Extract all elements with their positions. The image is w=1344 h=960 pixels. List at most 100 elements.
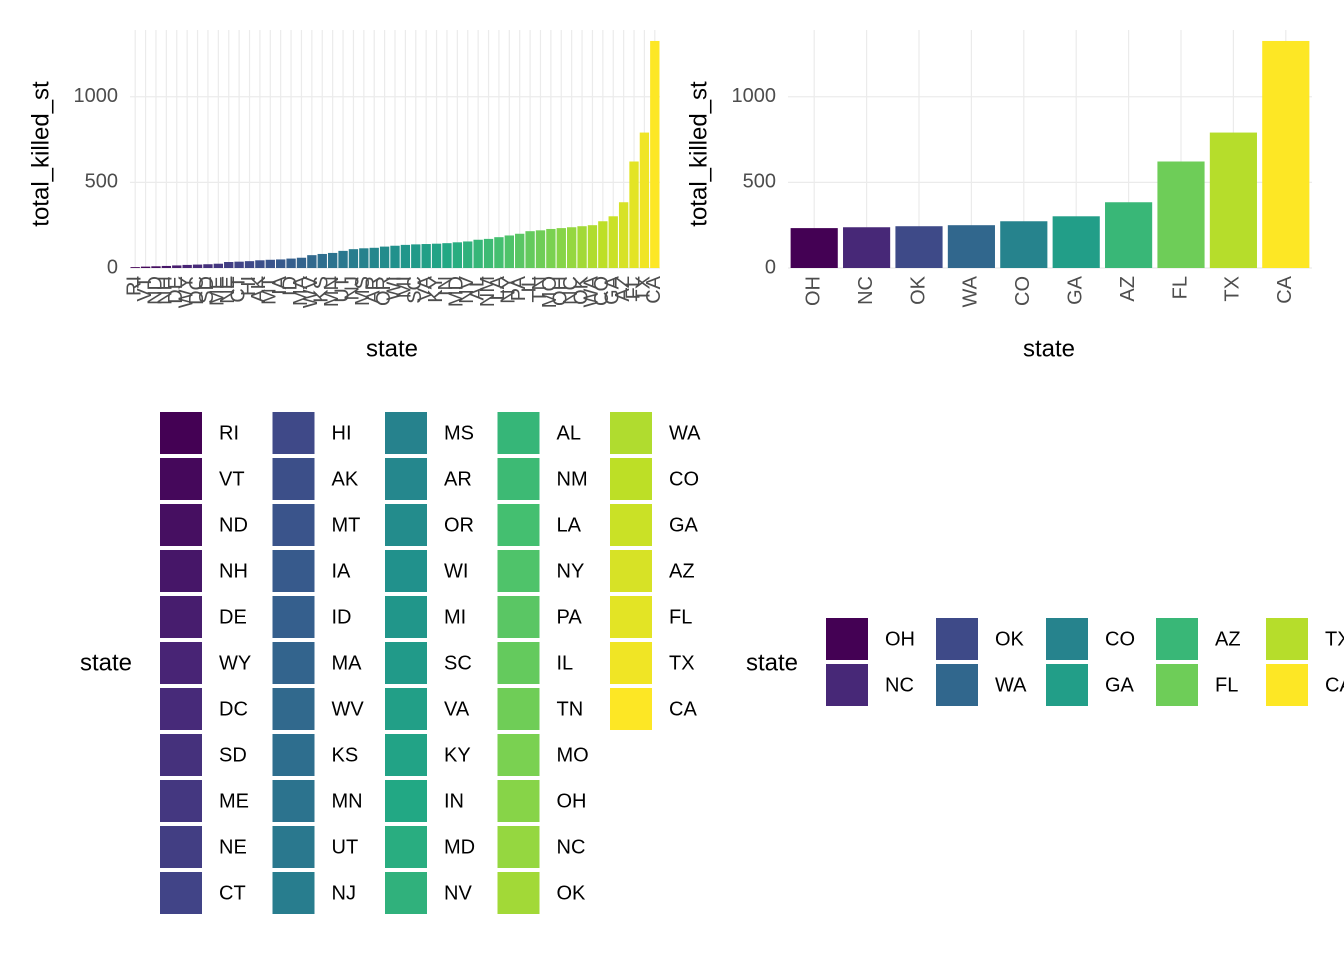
legend-key [385,458,427,500]
legend-key [497,596,540,638]
bar [566,227,577,268]
bar [650,40,660,268]
bar [400,244,411,268]
legend-key [497,826,540,868]
legend-label: MS [444,422,474,444]
bar [369,247,379,268]
legend-label: NV [444,882,472,904]
bar [1209,132,1257,268]
y-tick-label: 500 [743,171,776,193]
legend-label: IL [557,652,574,674]
bar [1105,202,1153,268]
legend-key [610,642,652,684]
legend-key [385,734,427,776]
legend-key [160,550,202,592]
bar [515,233,525,268]
legend-label: KS [332,744,359,766]
legend-label: AZ [669,560,695,582]
legend-label: IA [332,560,352,582]
x-tick-label: VT [134,276,156,302]
bar [348,249,359,268]
bar [265,259,275,268]
legend-key [160,412,202,454]
bar [234,261,244,268]
legend-key [160,734,202,776]
legend-key [272,826,315,868]
x-tick-label: TX [1222,276,1244,302]
legend-label: SD [219,744,247,766]
legend-key [1266,664,1308,706]
bar [639,132,650,268]
legend-key [160,642,202,684]
bar [463,241,473,268]
bar [483,238,494,268]
x-tick-label: OH [802,276,824,306]
legend-key [826,664,868,706]
bar [379,246,390,268]
bar [421,244,431,268]
legend-key [497,412,540,454]
legend-label: LA [557,514,582,536]
legend-label: SC [444,652,472,674]
bar [213,263,224,268]
bar [947,225,995,268]
x-tick-label: NE [217,276,239,304]
x-tick-label: CT [227,276,249,303]
legend-label: CA [669,698,697,720]
bar [473,239,483,268]
x-tick-label: ME [207,276,229,306]
x-tick-label: NV [456,275,478,303]
x-tick-label: NJ [342,276,364,300]
legend-label: GA [1105,674,1135,696]
bar [411,244,421,268]
y-tick-label: 0 [765,256,776,278]
bar [790,228,838,268]
x-tick-label: NH [155,276,177,305]
bar [276,259,286,268]
legend-label: CA [1325,674,1344,696]
legend-label: VT [219,468,245,490]
legend-key [160,826,202,868]
x-tick-label: PA [508,275,530,301]
legend-key [1156,618,1198,660]
legend-key [160,780,202,822]
legend-title: state [80,649,132,676]
x-tick-label: WA [960,275,982,307]
legend-label: MI [444,606,466,628]
bar [327,252,338,268]
legend-label: NJ [332,882,356,904]
bar [307,255,317,268]
legend-key [385,412,427,454]
bar [629,161,639,268]
bar [1052,216,1100,268]
legend-key [610,412,652,454]
x-tick-label: NM [477,276,499,307]
x-tick-label: CO [1012,276,1034,306]
legend-key [160,458,202,500]
x-tick-label: IN [435,276,457,296]
legend-key [385,826,427,868]
x-tick-label: FL [622,276,644,299]
legend-label: CO [1105,628,1135,650]
legend-key [1046,618,1088,660]
legend-key [497,642,540,684]
legend-key [497,780,540,822]
y-tick-label: 500 [85,171,118,193]
legend-key [385,780,427,822]
legend-label: MA [332,652,363,674]
legend-key [497,458,540,500]
x-tick-label: LA [487,275,509,300]
bar [203,264,213,268]
legend-label: WI [444,560,468,582]
x-tick-label: CA [1274,275,1296,303]
bar [556,228,566,268]
legend-key [610,688,652,730]
legend-label: AL [557,422,581,444]
legend-key [610,504,652,546]
x-tick-label: GA [1064,275,1086,305]
bar [296,257,307,268]
y-tick-label: 1000 [74,85,119,107]
x-tick-label: NY [498,276,520,304]
bar [130,267,140,268]
x-tick-label: KS [311,276,333,303]
